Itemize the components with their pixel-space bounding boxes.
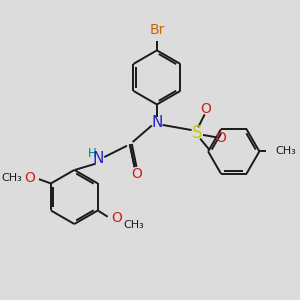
Text: O: O [111,212,122,226]
Text: O: O [24,171,35,185]
Text: H: H [88,147,97,160]
Text: CH₃: CH₃ [275,146,296,156]
Text: S: S [191,124,202,142]
Text: O: O [215,131,226,145]
Text: O: O [131,167,142,181]
Text: N: N [93,151,104,166]
Text: O: O [200,102,211,116]
Text: CH₃: CH₃ [123,220,144,230]
Text: Br: Br [149,23,165,37]
Text: CH₃: CH₃ [2,173,22,183]
Text: N: N [151,115,163,130]
